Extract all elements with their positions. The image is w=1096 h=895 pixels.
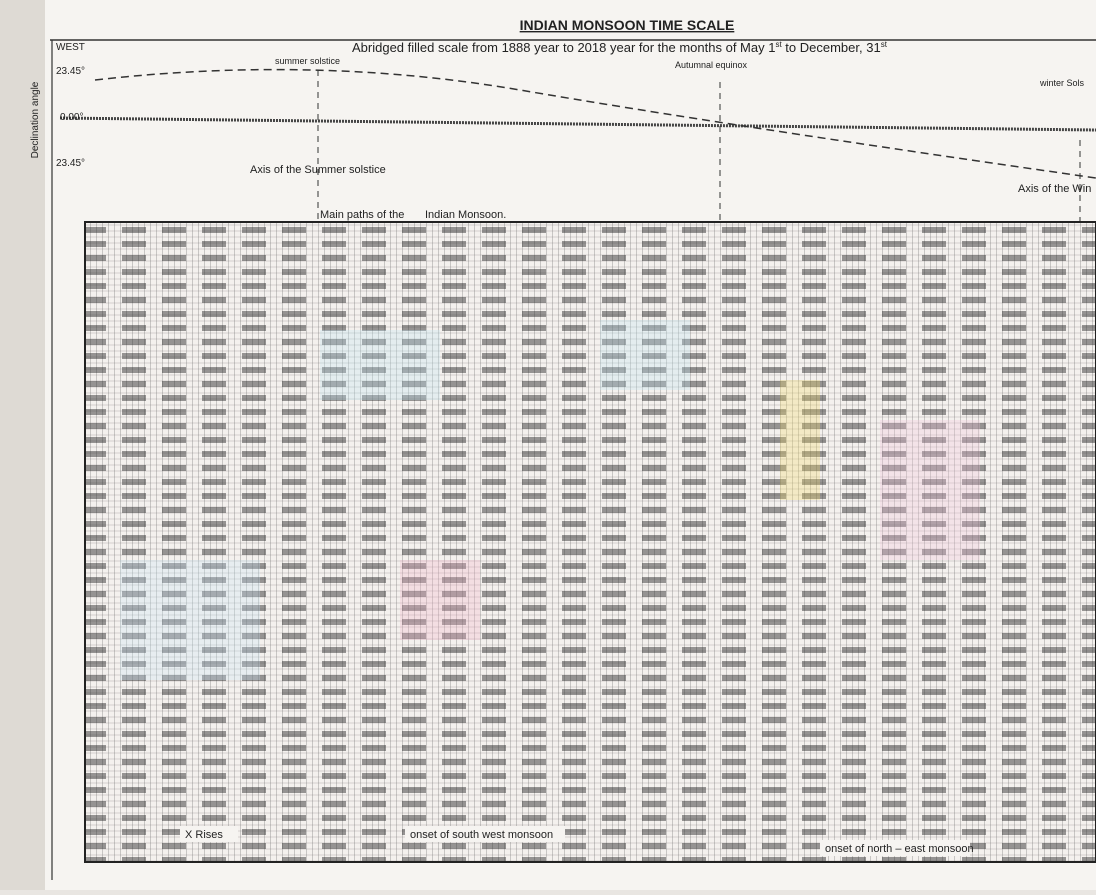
axis-caption: Axis of the Summer solstice — [250, 164, 386, 176]
event-label: summer solstice — [275, 56, 340, 66]
title: INDIAN MONSOON TIME SCALE — [520, 17, 735, 33]
tick-label: 23.45° — [56, 158, 85, 169]
event-label: Autumnal equinox — [675, 60, 748, 70]
axis-caption: Axis of the Win — [1018, 183, 1091, 195]
tick-label: 0.00° — [60, 112, 83, 123]
footer-label: X Rises — [185, 829, 223, 841]
event-label: winter Sols — [1039, 78, 1085, 88]
subtitle: Abridged filled scale from 1888 year to … — [352, 40, 888, 55]
direction: WEST — [56, 42, 85, 53]
paths-label: Indian Monsoon. — [425, 209, 506, 221]
axis-label: Declination angle — [30, 81, 41, 158]
footer-label: onset of north – east monsoon — [825, 843, 974, 855]
footer-label: onset of south west monsoon — [410, 829, 553, 841]
paths-label: Main paths of the — [320, 209, 404, 221]
tick-label: 23.45° — [56, 66, 85, 77]
page: INDIAN MONSOON TIME SCALE Abridged fille… — [0, 0, 1096, 890]
